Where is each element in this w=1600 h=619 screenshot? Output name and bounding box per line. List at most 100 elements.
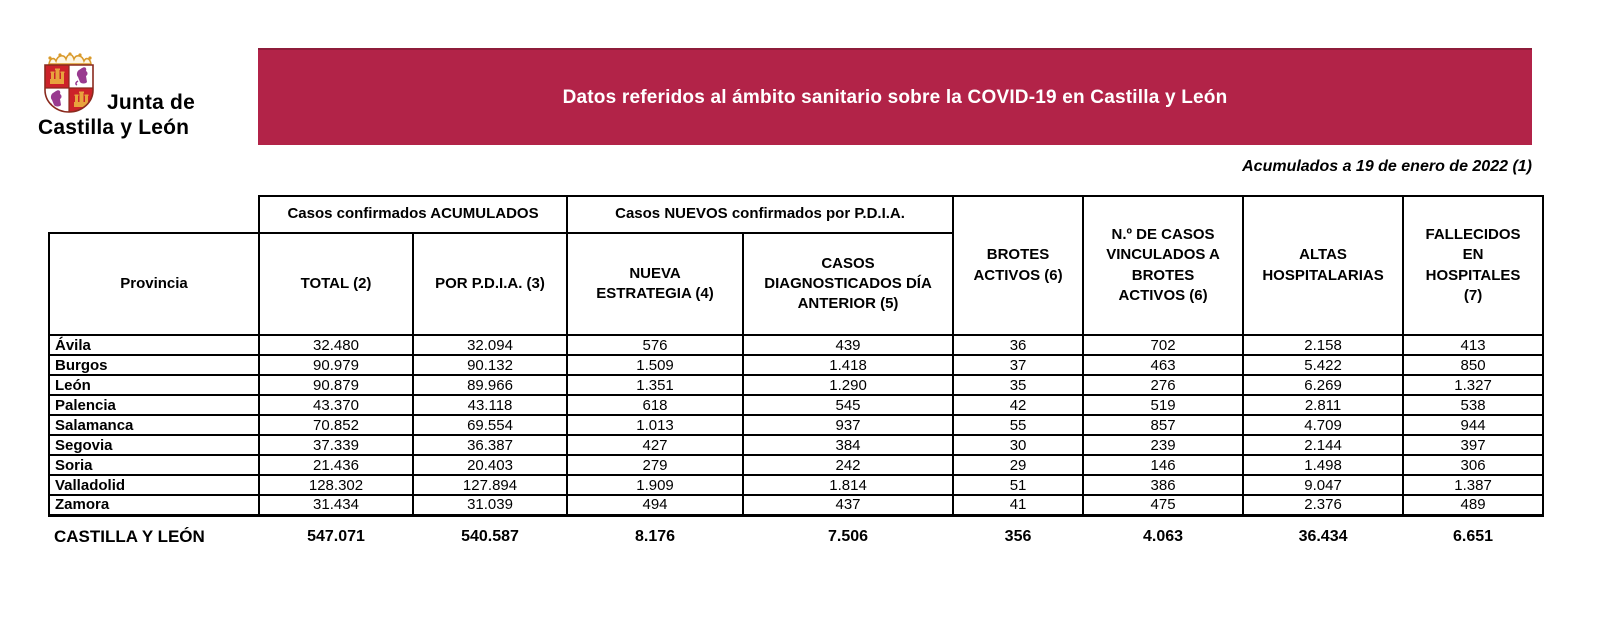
data-cell: 21.436 — [258, 454, 414, 476]
total-cell: 36.434 — [1298, 527, 1348, 545]
table-row: Zamora 31.434 31.039 494 437 41 475 2.376 489 — [48, 494, 1545, 517]
data-cell: 1.909 — [566, 474, 745, 496]
province-name: Valladolid — [48, 474, 260, 496]
data-cell: 1.509 — [566, 354, 745, 376]
junta-logo: Junta de Castilla y León — [38, 50, 238, 138]
data-cell: 128.302 — [258, 474, 414, 496]
data-cell: 20.403 — [411, 454, 569, 476]
data-cell: 29 — [952, 454, 1085, 476]
col-header-nueva-estrategia: NUEVA ESTRATEGIA (4) — [566, 232, 745, 336]
data-cell: 439 — [742, 334, 955, 356]
date-note: Acumulados a 19 de enero de 2022 (1) — [1242, 158, 1532, 175]
data-cell: 37 — [952, 354, 1085, 376]
table-row: Burgos 90.979 90.132 1.509 1.418 37 463 5.422 85… — [48, 354, 1545, 376]
total-cell: 6.651 — [1453, 527, 1494, 545]
total-cell: 8.176 — [634, 527, 676, 545]
col-header-por-pdia: POR P.D.I.A. (3) — [411, 232, 569, 336]
coat-of-arms-icon — [44, 52, 94, 113]
province-name: Salamanca — [48, 414, 260, 436]
data-cell: 242 — [742, 454, 955, 476]
data-cell: 276 — [1082, 374, 1245, 396]
data-cell: 437 — [742, 494, 955, 517]
table-row: Valladolid 128.302 127.894 1.909 1.814 51 386 9… — [48, 474, 1545, 496]
data-cell: 944 — [1402, 414, 1545, 436]
totals-row: CASTILLA Y LEÓN 547.071 540.587 8.176 7.… — [49, 515, 1543, 557]
data-cell: 1.351 — [566, 374, 745, 396]
data-cell: 69.554 — [411, 414, 569, 436]
province-name: Segovia — [48, 434, 260, 456]
data-cell: 2.376 — [1242, 494, 1405, 517]
table-row: Palencia 43.370 43.118 618 545 42 519 2.811 538 — [48, 394, 1545, 416]
data-cell: 1.290 — [742, 374, 955, 396]
group-header-nuevos-pdia: Casos NUEVOS confirmados por P.D.I.A. — [566, 195, 955, 234]
logo-text-line1: Junta de — [107, 91, 195, 114]
data-cell: 31.434 — [258, 494, 414, 517]
data-cell: 31.039 — [411, 494, 569, 517]
data-cell: 2.811 — [1242, 394, 1405, 416]
group-header-row: Casos confirmados ACUMULADOS Casos NUEVO… — [49, 195, 1545, 336]
data-cell: 146 — [1082, 454, 1245, 476]
logo-text-line2: Castilla y León — [38, 116, 190, 139]
data-cell: 1.013 — [566, 414, 745, 436]
data-cell: 1.814 — [742, 474, 955, 496]
data-cell: 2.158 — [1242, 334, 1405, 356]
data-cell: 4.709 — [1242, 414, 1405, 436]
col-header-total: TOTAL (2) — [258, 232, 414, 336]
data-cell: 41 — [952, 494, 1085, 517]
data-cell: 618 — [566, 394, 745, 416]
data-cell: 32.480 — [258, 334, 414, 356]
total-cell: 547.071 — [307, 527, 365, 545]
data-cell: 5.422 — [1242, 354, 1405, 376]
data-cell: 6.269 — [1242, 374, 1405, 396]
data-cell: 55 — [952, 414, 1085, 436]
data-cell: 463 — [1082, 354, 1245, 376]
data-cell: 413 — [1402, 334, 1545, 356]
data-cell: 397 — [1402, 434, 1545, 456]
table-row: Segovia 37.339 36.387 427 384 30 239 2.144 397 — [48, 434, 1545, 456]
col-header-brotes-activos: BROTES ACTIVOS (6) — [952, 195, 1085, 336]
col-header-altas-hospitalarias: ALTAS HOSPITALARIAS — [1242, 195, 1405, 336]
data-cell: 90.979 — [258, 354, 414, 376]
total-cell: 356 — [1004, 527, 1032, 545]
data-cell: 127.894 — [411, 474, 569, 496]
total-cell: 540.587 — [461, 527, 519, 545]
data-cell: 35 — [952, 374, 1085, 396]
province-name: Ávila — [48, 334, 260, 356]
data-cell: 51 — [952, 474, 1085, 496]
data-cell: 43.118 — [411, 394, 569, 416]
table-row: León 90.879 89.966 1.351 1.290 35 276 6.269 1.32… — [48, 374, 1545, 396]
data-cell: 489 — [1402, 494, 1545, 517]
data-cell: 42 — [952, 394, 1085, 416]
data-cell: 545 — [742, 394, 955, 416]
col-header-provincia: Provincia — [48, 232, 260, 336]
data-cell: 1.327 — [1402, 374, 1545, 396]
data-cell: 1.498 — [1242, 454, 1405, 476]
col-header-fallecidos: FALLECIDOS EN HOSPITALES (7) — [1402, 195, 1545, 336]
data-cell: 89.966 — [411, 374, 569, 396]
group-header-acumulados: Casos confirmados ACUMULADOS — [257, 195, 569, 234]
data-cell: 2.144 — [1242, 434, 1405, 456]
sub-header-row: Provincia TOTAL (2) POR P.D.I.A. (3) NUE… — [48, 232, 1543, 336]
data-cell: 1.387 — [1402, 474, 1545, 496]
data-cell: 1.418 — [742, 354, 955, 376]
data-cell: 475 — [1082, 494, 1245, 517]
table-row: Salamanca 70.852 69.554 1.013 937 55 857 4.709 9… — [48, 414, 1545, 436]
page-title: Datos referidos al ámbito sanitario sobr… — [562, 86, 1228, 108]
data-cell: 70.852 — [258, 414, 414, 436]
province-name: Burgos — [48, 354, 260, 376]
data-cell: 90.879 — [258, 374, 414, 396]
data-cell: 30 — [952, 434, 1085, 456]
data-cell: 386 — [1082, 474, 1245, 496]
data-cell: 857 — [1082, 414, 1245, 436]
data-cell: 494 — [566, 494, 745, 517]
title-banner: Datos referidos al ámbito sanitario sobr… — [258, 48, 1532, 145]
data-cell: 90.132 — [411, 354, 569, 376]
data-cell: 239 — [1082, 434, 1245, 456]
data-cell: 576 — [566, 334, 745, 356]
province-name: Zamora — [48, 494, 260, 517]
data-cell: 427 — [566, 434, 745, 456]
data-cell: 9.047 — [1242, 474, 1405, 496]
data-cell: 36 — [952, 334, 1085, 356]
data-cell: 519 — [1082, 394, 1245, 416]
data-cell: 306 — [1402, 454, 1545, 476]
